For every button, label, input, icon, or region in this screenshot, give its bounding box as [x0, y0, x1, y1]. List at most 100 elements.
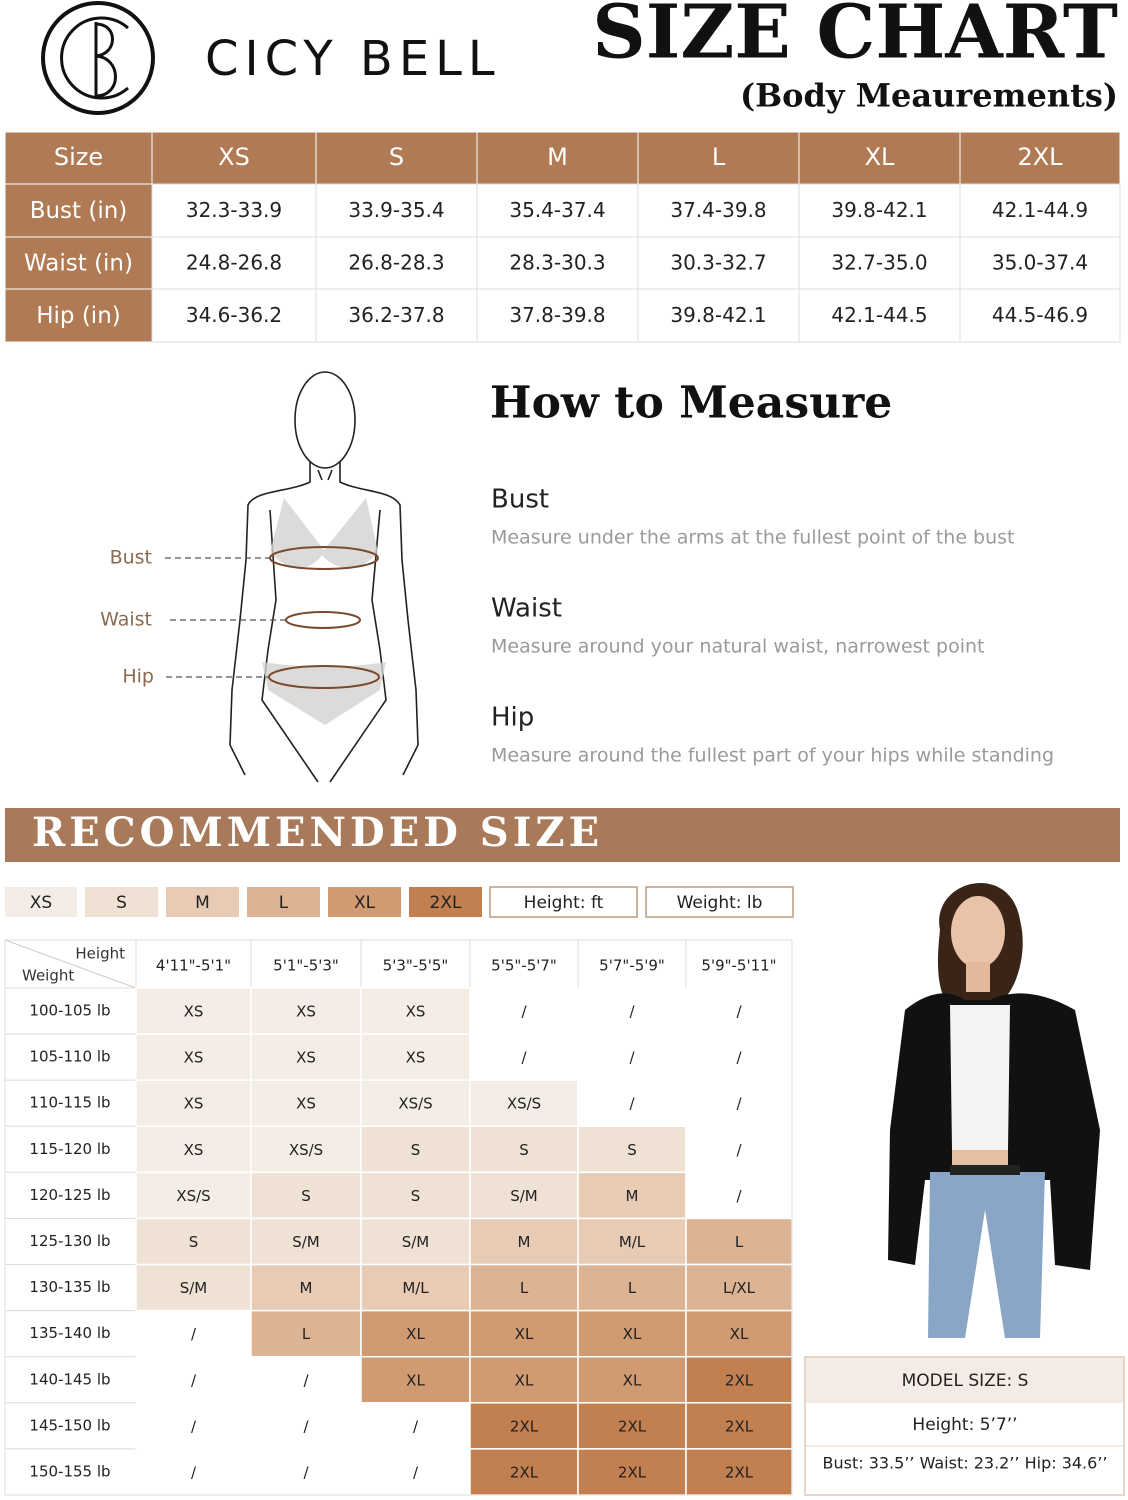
size-cell [577, 1125, 687, 1174]
height-label: 4'11"-5'1" [156, 957, 231, 975]
cell [476, 236, 639, 290]
legend-label: M [195, 893, 210, 913]
measure-name: Hip [491, 703, 534, 733]
size-text: 2XL [725, 1463, 754, 1481]
row-header-text: Bust (in) [30, 198, 128, 224]
cell-text: 24.8-26.8 [186, 251, 282, 275]
weight-label: 125-130 lb [29, 1232, 110, 1250]
header-text: XS [218, 143, 250, 171]
figure-label: Hip [122, 666, 154, 688]
garment [262, 498, 386, 725]
measure-description: Measure around your natural waist, narro… [491, 636, 985, 658]
corner-diagonal [4, 939, 137, 989]
size-cell [360, 1309, 471, 1358]
size-cell [250, 1263, 362, 1312]
weight-label: 150-155 lb [29, 1462, 110, 1480]
size-cell [577, 1217, 687, 1266]
cell-text: 39.8-42.1 [670, 303, 766, 327]
size-cell [360, 1263, 471, 1312]
size-text: XS [184, 1049, 204, 1067]
size-text: / [736, 1187, 742, 1205]
size-cell [135, 1171, 252, 1220]
section-title: How to Measure [490, 378, 892, 429]
size-cell [685, 1355, 793, 1404]
legend-label: L [279, 893, 289, 913]
size-text: S [627, 1141, 637, 1159]
size-text: XS [296, 1095, 316, 1113]
cell-text: 30.3-32.7 [670, 251, 766, 275]
cell-text: 35.4-37.4 [509, 198, 605, 222]
measure-description: Measure around the fullest part of your … [491, 745, 1054, 767]
size-cell [360, 1402, 471, 1450]
row-header-text: Hip (in) [36, 303, 121, 329]
size-text: S/M [292, 1233, 320, 1251]
weight-label: 130-135 lb [29, 1278, 110, 1296]
size-text: XS/S [507, 1095, 541, 1113]
measure-lines [165, 546, 380, 689]
cell [959, 183, 1121, 238]
size-text: 2XL [510, 1463, 539, 1481]
height-label: 5'3"-5'5" [383, 957, 449, 975]
weight-label: 105-110 lb [29, 1048, 110, 1066]
size-text: XS [296, 1003, 316, 1021]
size-text: XS/S [398, 1095, 432, 1113]
height-cell [250, 939, 362, 989]
size-cell [250, 1448, 362, 1496]
cell-text: 36.2-37.8 [348, 303, 444, 327]
header-text: M [547, 143, 568, 171]
size-text: XS/S [176, 1187, 210, 1205]
size-text: XL [515, 1325, 534, 1343]
size-cell [360, 1448, 471, 1496]
height-cell [469, 939, 579, 989]
height-label: 5'1"-5'3" [273, 957, 339, 975]
legend-label: XS [30, 893, 52, 913]
cell [151, 236, 317, 290]
cell-text: 28.3-30.3 [509, 251, 605, 275]
size-text: S [301, 1187, 311, 1205]
size-text: / [303, 1463, 309, 1481]
cell [637, 183, 800, 238]
size-text: L [520, 1279, 529, 1297]
size-text: L [302, 1325, 311, 1343]
size-cell [360, 1033, 471, 1081]
title: SIZE CHART [592, 0, 1118, 76]
size-text: / [629, 1095, 635, 1113]
size-text: L [628, 1279, 637, 1297]
legend-swatch [5, 887, 77, 917]
size-text: 2XL [618, 1417, 647, 1435]
size-cell [360, 1079, 471, 1128]
cell [798, 236, 961, 290]
cell [959, 288, 1121, 343]
size-text: M/L [402, 1279, 429, 1297]
weight-label: 110-115 lb [29, 1094, 110, 1112]
legend-swatch [489, 886, 638, 918]
banner-title: RECOMMENDED SIZE [32, 809, 603, 856]
weight-cell [4, 1125, 137, 1173]
size-text: 2XL [618, 1463, 647, 1481]
size-text: S [519, 1141, 529, 1159]
size-text: M/L [619, 1233, 646, 1251]
legend-swatch [328, 887, 401, 917]
size-text: XL [406, 1371, 425, 1389]
header-cell [315, 131, 478, 185]
size-text: L/XL [723, 1279, 756, 1297]
weight-cell [4, 1217, 137, 1266]
legend-label: S [116, 893, 127, 913]
size-cell [685, 1125, 793, 1174]
row-header-cell [4, 288, 153, 343]
brand: CICY BELL [205, 31, 501, 87]
size-text: XS [184, 1003, 204, 1021]
measure-name: Bust [491, 485, 549, 515]
header-text: S [389, 143, 404, 171]
legend-swatch [166, 887, 239, 917]
size-text: / [191, 1371, 197, 1389]
size-text: XL [406, 1325, 425, 1343]
subtitle: (Body Meaurements) [740, 77, 1118, 115]
cell-text: 37.8-39.8 [509, 303, 605, 327]
weight-label: 115-120 lb [29, 1140, 110, 1158]
cell [315, 288, 478, 343]
size-cell [135, 1402, 252, 1450]
size-text: / [736, 1095, 742, 1113]
